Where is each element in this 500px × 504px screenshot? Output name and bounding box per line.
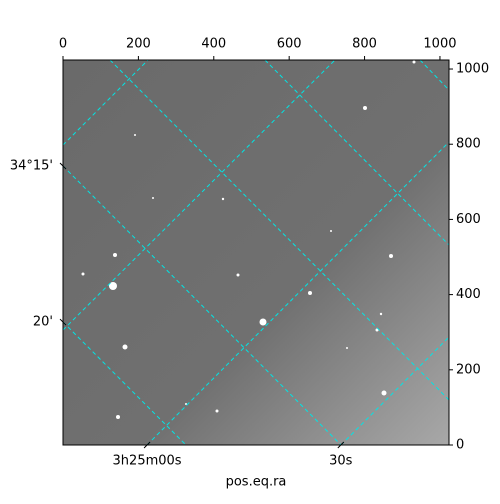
ra-tick-label: 3h25m00s (113, 454, 182, 469)
y-tick-label: 600 (456, 212, 481, 227)
x-tick-label: 200 (126, 37, 151, 52)
x-tick-label: 400 (201, 37, 226, 52)
dec-tick-label: 20' (33, 315, 53, 330)
x-tick-label: 1000 (423, 37, 456, 52)
dec-tick (59, 318, 67, 326)
sky-image (63, 60, 449, 445)
y-tick-label: 200 (456, 362, 481, 377)
dec-tick-label: 34°15' (10, 159, 53, 174)
x-tick-label: 0 (59, 37, 67, 52)
wcs-grid (63, 60, 449, 445)
x-tick-label: 600 (277, 37, 302, 52)
y-tick-label: 0 (456, 438, 464, 453)
y-tick-label: 1000 (456, 62, 489, 77)
y-tick-label: 400 (456, 287, 481, 302)
stars (81, 60, 416, 419)
ra-tick (143, 441, 151, 449)
x-axis-label: pos.eq.ra (226, 475, 287, 490)
frame (62, 59, 450, 446)
ra-tick (337, 441, 345, 449)
dec-tick (59, 162, 67, 170)
x-tick-label: 800 (352, 37, 377, 52)
y-tick-label: 800 (456, 137, 481, 152)
ra-tick-label: 30s (329, 454, 353, 469)
